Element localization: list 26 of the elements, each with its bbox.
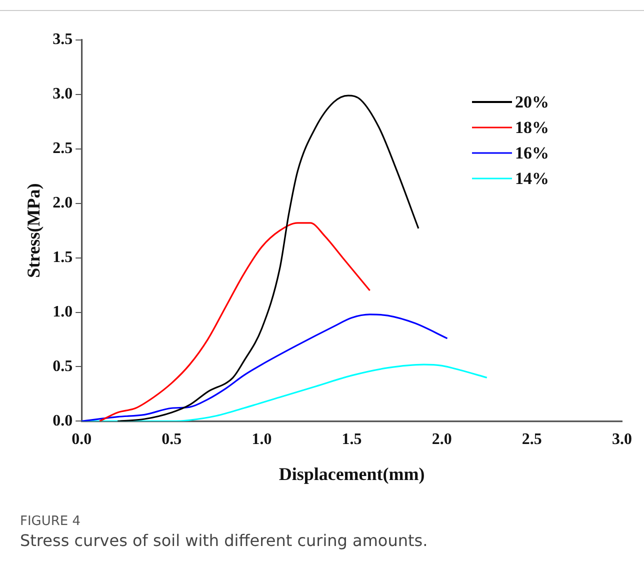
- y-tick-label: 0.0: [52, 412, 73, 430]
- y-tick-label: 3.0: [52, 86, 73, 103]
- line-series: [98, 222, 371, 422]
- text: Stress curves of soil with different curing amounts.: [20, 531, 429, 550]
- legend-label: 18%: [515, 118, 549, 137]
- x-tick-label: 3.0: [612, 430, 632, 448]
- legend-label: 20%: [515, 92, 549, 112]
- line-series: [116, 94, 420, 422]
- y-axis-title: Stress(MPa): [23, 183, 44, 278]
- x-tick-label: 2.5: [522, 430, 542, 448]
- legend-label: 14%: [515, 168, 549, 188]
- y-tick-label: 1.5: [52, 248, 73, 266]
- y-tick-label: 0.5: [52, 358, 73, 375]
- x-tick-label: 0.0: [72, 430, 92, 448]
- line-series: [82, 314, 448, 422]
- x-axis-title: Displacement(mm): [278, 464, 425, 484]
- x-tick-label: 1.0: [252, 430, 272, 448]
- x-tick-label: 1.5: [342, 430, 362, 448]
- y-tick-label: 3.5: [52, 31, 73, 48]
- y-tick-label: 2.5: [52, 140, 73, 158]
- x-tick-label: 0.5: [162, 430, 182, 448]
- caption: FIGURE 4: [20, 514, 82, 529]
- x-tick-label: 2.0: [432, 430, 452, 448]
- y-tick-label: 2.0: [52, 194, 73, 212]
- legend-label: 16%: [515, 143, 549, 162]
- y-tick-label: 1.0: [52, 303, 73, 320]
